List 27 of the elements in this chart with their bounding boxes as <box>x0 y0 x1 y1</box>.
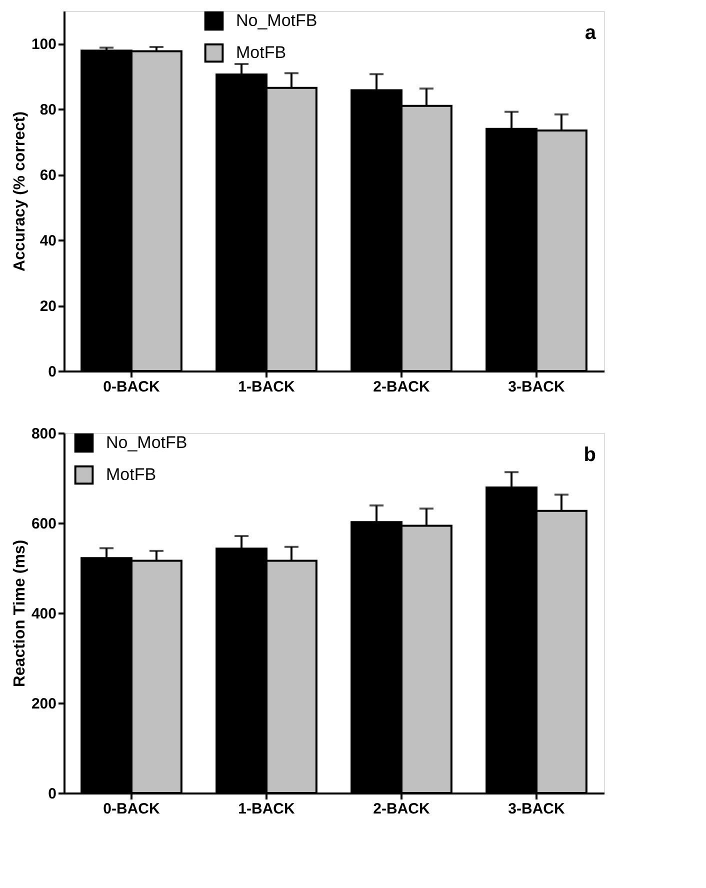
x-tick-label: 1-BACK <box>238 378 295 396</box>
y-tick-label: 60 <box>40 167 56 184</box>
y-axis-title: Reaction Time (ms) <box>11 540 28 688</box>
y-tick-label: 200 <box>31 696 56 712</box>
y-tick-label: 0 <box>48 364 56 380</box>
legend-label: No_MotFB <box>106 433 188 452</box>
legend-label: MotFB <box>236 43 286 62</box>
y-tick-label: 20 <box>40 298 56 316</box>
legend-label: MotFB <box>106 465 156 484</box>
x-tick-label: 3-BACK <box>508 800 565 818</box>
x-tick-label: 1-BACK <box>238 800 295 818</box>
y-tick-label: 80 <box>40 102 56 119</box>
x-tick-label: 0-BACK <box>103 378 160 396</box>
y-tick-label: 40 <box>40 232 56 250</box>
annotation: b <box>584 444 596 466</box>
y-axis-title: Accuracy (% correct) <box>11 111 28 272</box>
x-tick-label: 3-BACK <box>508 378 565 396</box>
y-tick-label: 400 <box>31 606 56 622</box>
legend-label: No_MotFB <box>236 11 318 30</box>
y-tick-label: 100 <box>31 36 56 54</box>
y-tick-label: 600 <box>31 516 56 532</box>
x-tick-label: 0-BACK <box>103 800 160 818</box>
annotation: a <box>584 22 597 44</box>
y-tick-label: 800 <box>31 426 56 442</box>
x-tick-label: 2-BACK <box>373 800 430 818</box>
x-tick-label: 2-BACK <box>373 378 430 396</box>
y-tick-label: 0 <box>48 786 56 802</box>
